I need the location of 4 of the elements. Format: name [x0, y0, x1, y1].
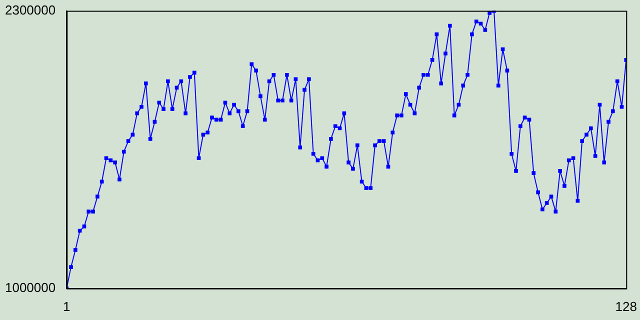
x-tick-label: 1 — [62, 298, 70, 314]
y-tick-label: 2300000 — [4, 2, 56, 18]
y-tick-label: 1000000 — [4, 280, 56, 295]
x-tick-label: 128 — [615, 298, 638, 314]
